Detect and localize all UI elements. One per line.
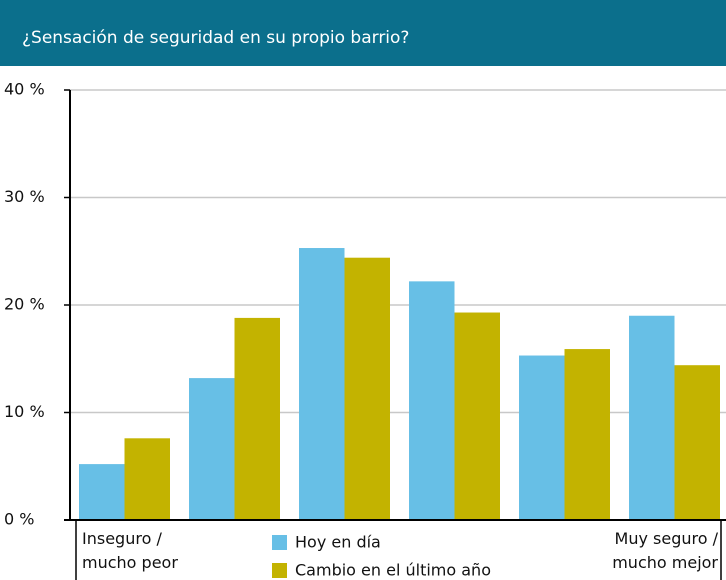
bar <box>234 317 280 520</box>
bar <box>344 257 390 520</box>
x-tick-label: Inseguro / mucho peor <box>82 529 178 572</box>
header-bar <box>0 0 726 66</box>
chart-title: ¿Sensación de seguridad en su propio bar… <box>22 28 410 48</box>
bar <box>79 464 125 520</box>
legend-swatch <box>272 563 287 578</box>
bar <box>519 355 565 520</box>
legend-label: Hoy en día <box>295 533 381 552</box>
x-tick-label: Muy seguro / mucho mejor <box>612 529 718 572</box>
bar <box>629 315 675 520</box>
bar <box>409 281 455 520</box>
bar <box>299 248 345 520</box>
bar <box>674 365 720 520</box>
y-tick-label: 40 % <box>4 80 45 99</box>
legend-swatch <box>272 535 287 550</box>
y-tick-label: 0 % <box>4 510 34 529</box>
bar <box>124 438 170 520</box>
y-tick-label: 30 % <box>4 187 45 206</box>
bar <box>564 349 610 520</box>
legend-label: Cambio en el último año <box>295 561 491 580</box>
y-tick-label: 10 % <box>4 402 45 421</box>
bar <box>189 378 235 520</box>
bar <box>454 312 500 520</box>
y-tick-label: 20 % <box>4 295 45 314</box>
